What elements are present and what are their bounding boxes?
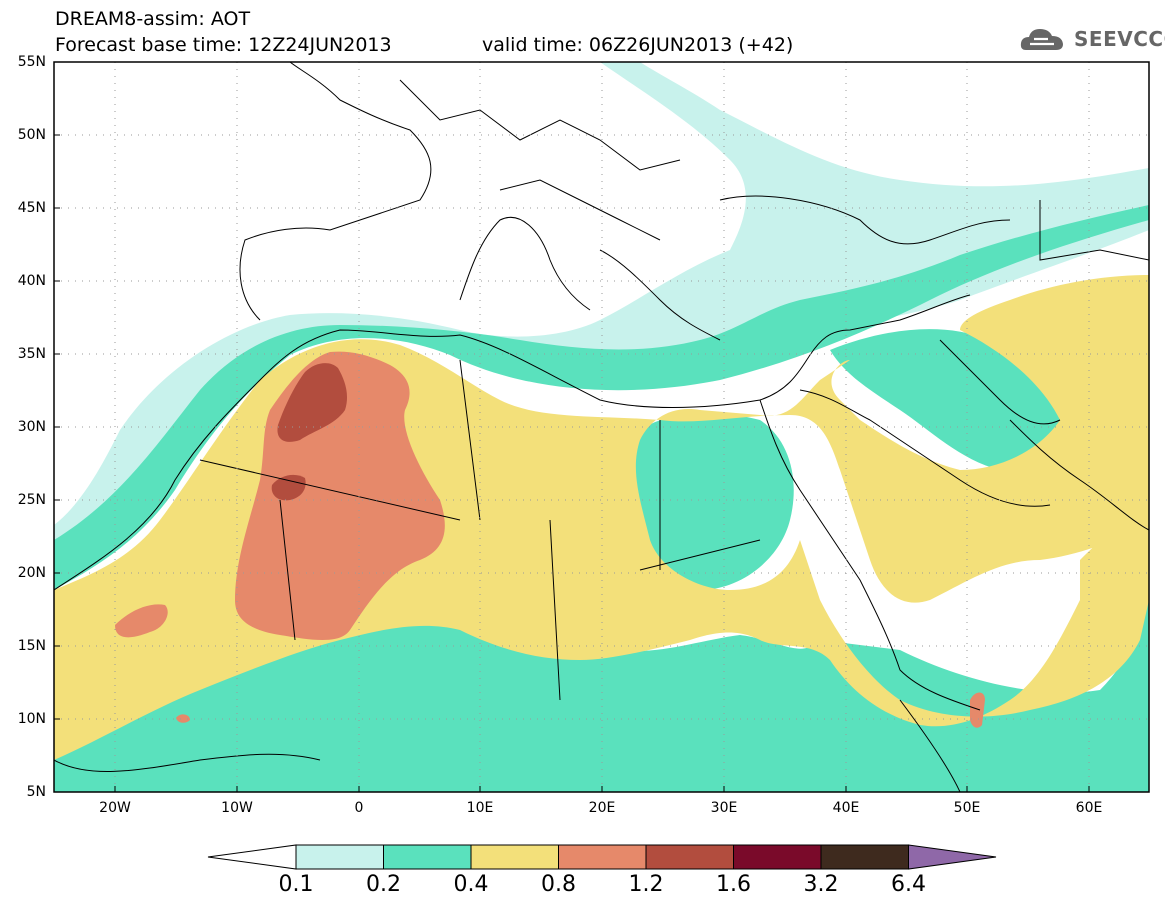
- lat-label-40n: 40N: [17, 273, 46, 289]
- lon-label-0: 0: [354, 800, 364, 816]
- colorbar-cell-6: [733, 844, 822, 870]
- colorbar-label-0.8: 0.8: [541, 872, 576, 897]
- logo-text: SEEVCCC: [1074, 27, 1165, 51]
- colorbar-cell-under: [207, 844, 297, 870]
- lon-label-10w: 10W: [221, 800, 253, 816]
- colorbar-cell-1: [295, 844, 384, 870]
- forecast-base-time: Forecast base time: 12Z24JUN2013: [55, 34, 392, 56]
- colorbar-label-0.1: 0.1: [278, 872, 314, 897]
- lon-label-40e: 40E: [832, 800, 860, 816]
- title-line-1: DREAM8-assim: AOT: [55, 8, 251, 30]
- lat-label-50n: 50N: [17, 127, 46, 143]
- colorbar-cell-5: [645, 844, 734, 870]
- lat-label-15n: 15N: [17, 638, 46, 654]
- colorbar-label-1.2: 1.2: [628, 872, 664, 897]
- colorbar-label-3.2: 3.2: [803, 872, 839, 897]
- lat-label-5n: 5N: [26, 784, 46, 800]
- lat-label-20n: 20N: [17, 565, 46, 581]
- aot-band-0.2: [54, 205, 1149, 792]
- lon-label-50e: 50E: [953, 800, 981, 816]
- lon-label-20e: 20E: [588, 800, 616, 816]
- coastlines: [54, 62, 1149, 792]
- colorbar-cell-7: [820, 844, 909, 870]
- lon-label-20w: 20W: [99, 800, 131, 816]
- valid-time: valid time: 06Z26JUN2013 (+42): [482, 34, 794, 56]
- aot-band-1.2: [271, 363, 348, 501]
- colorbar-cell-4: [558, 844, 647, 870]
- lat-label-55n: 55N: [17, 54, 46, 70]
- lon-label-60e: 60E: [1075, 800, 1103, 816]
- colorbar-cell-over: [908, 844, 997, 870]
- colorbar-label-0.4: 0.4: [453, 872, 489, 897]
- gridlines: [54, 62, 1149, 792]
- colorbar: [207, 844, 997, 870]
- colorbar-cell-2: [383, 844, 472, 870]
- colorbar-label-0.2: 0.2: [366, 872, 401, 897]
- cloud-logo-icon: [1020, 29, 1063, 50]
- colorbar-label-1.6: 1.6: [716, 872, 751, 897]
- lat-label-25n: 25N: [17, 492, 46, 508]
- lat-label-30n: 30N: [17, 419, 46, 435]
- lat-label-10n: 10N: [17, 711, 46, 727]
- colorbar-cell-3: [470, 844, 559, 870]
- lon-label-10e: 10E: [466, 800, 494, 816]
- axis-ticks: [54, 61, 1090, 793]
- lat-label-35n: 35N: [17, 346, 46, 362]
- colorbar-label-6.4: 6.4: [891, 872, 926, 897]
- lon-label-30e: 30E: [710, 800, 738, 816]
- lat-label-45n: 45N: [17, 200, 46, 216]
